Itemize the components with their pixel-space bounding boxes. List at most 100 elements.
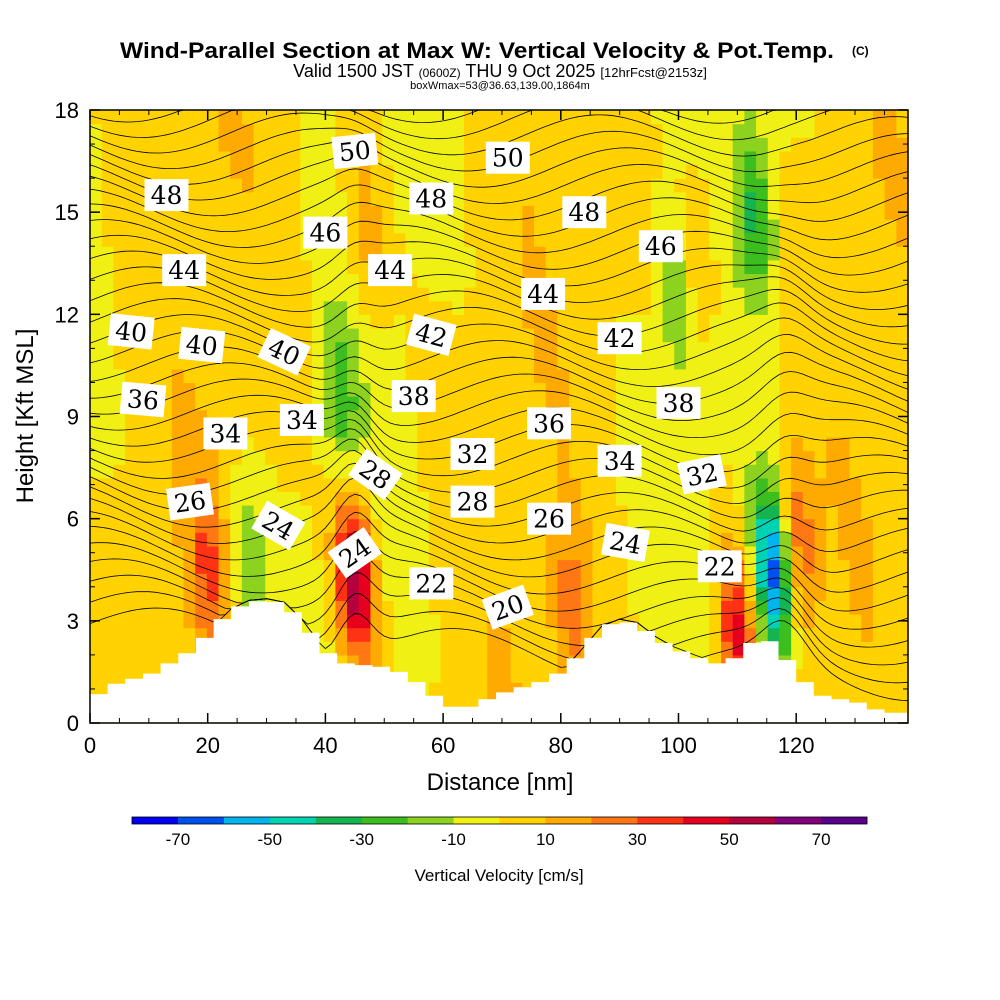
- velocity-cell: [125, 518, 138, 533]
- theta-contour: [89, 511, 909, 612]
- velocity-cell: [218, 123, 231, 138]
- velocity-cell: [417, 505, 430, 520]
- velocity-cell: [90, 423, 103, 438]
- velocity-cell: [569, 464, 582, 479]
- velocity-cell: [90, 382, 103, 397]
- velocity-cell: [896, 341, 909, 356]
- velocity-cell: [417, 123, 430, 138]
- velocity-cell: [604, 300, 617, 315]
- velocity-cell: [814, 668, 827, 683]
- velocity-cell: [756, 545, 769, 561]
- velocity-cell: [826, 409, 839, 424]
- velocity-cell: [382, 654, 395, 670]
- velocity-cell: [171, 559, 185, 574]
- velocity-cell: [685, 423, 699, 438]
- theta-contour-label: 42: [405, 313, 457, 356]
- velocity-cell: [557, 464, 570, 479]
- velocity-cell: [522, 327, 535, 343]
- velocity-cell: [428, 137, 442, 152]
- contour-label-text: 40: [184, 329, 219, 361]
- velocity-cell: [300, 505, 313, 520]
- velocity-cell: [230, 110, 243, 125]
- velocity-cell: [826, 355, 839, 370]
- velocity-cell: [639, 423, 652, 438]
- velocity-cell: [721, 614, 734, 629]
- velocity-cell: [662, 287, 675, 302]
- velocity-cell: [335, 396, 348, 411]
- velocity-cell: [650, 273, 664, 288]
- velocity-cell: [872, 573, 886, 588]
- velocity-cell: [732, 246, 745, 261]
- velocity-cell: [569, 436, 582, 452]
- velocity-cell: [639, 314, 652, 329]
- velocity-cell: [534, 355, 547, 370]
- contour-label-text: 36: [126, 384, 160, 416]
- velocity-cell: [218, 246, 231, 261]
- theta-contour-label: 34: [279, 403, 324, 436]
- velocity-cell: [872, 232, 886, 247]
- velocity-cell: [101, 545, 114, 561]
- velocity-cell: [183, 573, 196, 588]
- velocity-cell: [358, 396, 372, 411]
- velocity-cell: [218, 505, 231, 520]
- velocity-cell: [884, 396, 897, 411]
- velocity-cell: [522, 246, 535, 261]
- velocity-cell: [791, 327, 804, 343]
- velocity-cell: [160, 287, 173, 302]
- colorbar-tick-label: 50: [720, 830, 739, 849]
- velocity-cell: [417, 545, 430, 561]
- velocity-cell: [569, 409, 582, 424]
- velocity-cell: [814, 232, 827, 247]
- contour-label-box: [303, 216, 348, 249]
- velocity-cell: [744, 382, 757, 397]
- velocity-cell: [253, 300, 266, 315]
- velocity-cell: [732, 218, 745, 234]
- velocity-cell: [440, 246, 453, 261]
- velocity-cell: [826, 600, 839, 615]
- velocity-cell: [510, 327, 523, 343]
- velocity-cell: [253, 218, 266, 234]
- velocity-cell: [125, 505, 138, 520]
- velocity-cell: [592, 477, 605, 493]
- velocity-cell: [545, 368, 559, 384]
- velocity-cell: [487, 396, 500, 411]
- velocity-cell: [370, 327, 383, 343]
- velocity-cell: [569, 641, 582, 656]
- velocity-cell: [522, 641, 535, 656]
- velocity-cell: [195, 382, 208, 397]
- velocity-cell: [452, 668, 465, 683]
- contour-label-text: 34: [604, 447, 636, 476]
- velocity-cell: [148, 368, 161, 384]
- velocity-cell: [872, 341, 886, 356]
- velocity-cell: [452, 205, 465, 220]
- velocity-cell: [358, 164, 372, 179]
- velocity-cell: [896, 518, 909, 533]
- velocity-cell: [475, 586, 488, 601]
- velocity-cell: [674, 110, 687, 125]
- velocity-cell: [253, 273, 266, 288]
- velocity-cell: [756, 137, 769, 152]
- velocity-cell: [265, 137, 278, 152]
- velocity-cell: [791, 314, 804, 329]
- velocity-cell: [382, 205, 395, 220]
- velocity-cell: [440, 287, 453, 302]
- velocity-cell: [674, 123, 687, 138]
- velocity-cell: [136, 436, 150, 452]
- velocity-cell: [767, 355, 781, 370]
- velocity-cell: [721, 259, 734, 275]
- contour-label-text: 44: [168, 256, 200, 285]
- velocity-cell: [791, 341, 804, 356]
- velocity-cell: [837, 573, 851, 588]
- velocity-cell: [814, 178, 827, 193]
- velocity-cell: [113, 273, 126, 288]
- velocity-cell: [884, 518, 897, 533]
- velocity-cell: [545, 218, 559, 234]
- velocity-cell: [732, 314, 745, 329]
- velocity-cell: [452, 654, 465, 670]
- velocity-cell: [545, 246, 559, 261]
- velocity-cell: [627, 573, 640, 588]
- velocity-cell: [90, 573, 103, 588]
- velocity-cell: [300, 300, 313, 315]
- velocity-cell: [113, 436, 126, 452]
- velocity-cell: [767, 368, 781, 384]
